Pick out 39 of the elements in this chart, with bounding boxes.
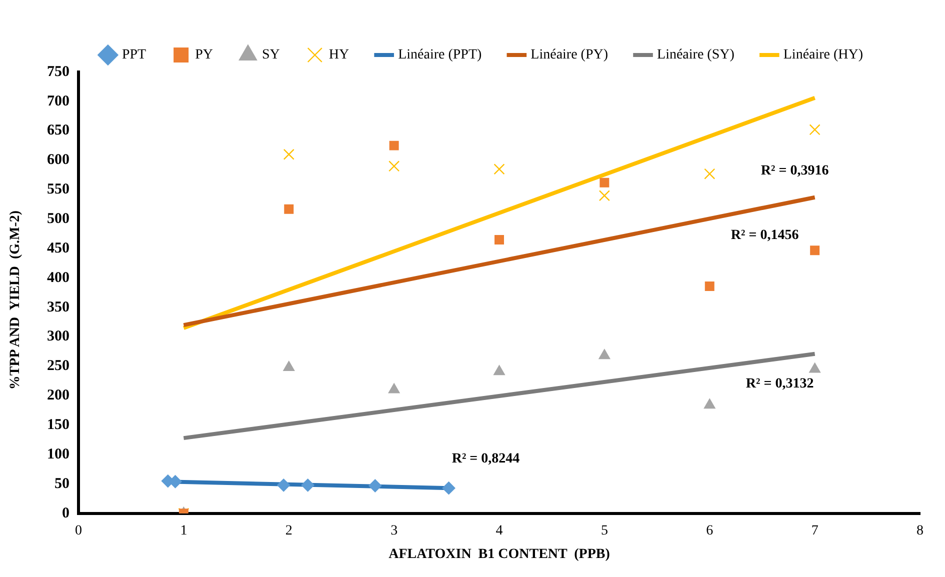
y-tick-label: 200 (47, 388, 70, 404)
y-tick-label: 100 (47, 446, 70, 462)
y-tick-label: 450 (47, 240, 70, 256)
y-tick-label: 600 (47, 152, 70, 168)
legend-label: Linéaire (PY) (530, 48, 608, 63)
y-tick-label: 500 (47, 211, 70, 228)
annotation: R² = 0,8244 (452, 452, 520, 467)
x-tick-label: 1 (180, 523, 188, 538)
x-tick-label: 5 (600, 523, 608, 538)
x-tick-label: 4 (496, 523, 503, 538)
x-tick-label: 6 (706, 523, 714, 538)
legend-label: Linéaire (SY) (657, 48, 735, 63)
x-tick-label: 2 (285, 523, 292, 538)
legend-label: HY (328, 48, 350, 63)
legend-label: PPT (122, 48, 147, 63)
annotation: R² = 0,3132 (746, 376, 814, 392)
x-tick-label: 7 (811, 523, 818, 538)
legend-label: PY (195, 48, 213, 63)
y-axis-title: %TPP AND YIELD (G.M-2) (8, 210, 24, 390)
x-tick-label: 3 (390, 523, 398, 538)
y-tick-label: 350 (47, 299, 70, 316)
y-tick-label: 650 (47, 122, 70, 139)
annotation: R² = 0,1456 (730, 228, 799, 243)
legend-label: Linéaire (HY) (783, 48, 864, 63)
y-tick-label: 700 (47, 93, 70, 110)
x-axis-title: AFLATOXIN B1 CONTENT (PPB) (388, 547, 610, 562)
y-tick-label: 50 (54, 476, 70, 492)
x-tick-label: 8 (916, 523, 924, 538)
y-tick-label: 300 (47, 328, 70, 345)
y-tick-label: 550 (47, 182, 70, 198)
y-tick-label: 0 (62, 505, 70, 522)
annotation: R² = 0,3916 (760, 164, 829, 179)
y-tick-label: 250 (47, 358, 70, 374)
y-tick-label: 150 (47, 416, 70, 433)
y-tick-label: 750 (47, 64, 70, 80)
y-tick-label: 400 (47, 270, 70, 286)
legend-label: Linéaire (PPT) (398, 48, 482, 63)
x-tick-label: 0 (75, 523, 82, 538)
legend-label: SY (262, 48, 280, 63)
